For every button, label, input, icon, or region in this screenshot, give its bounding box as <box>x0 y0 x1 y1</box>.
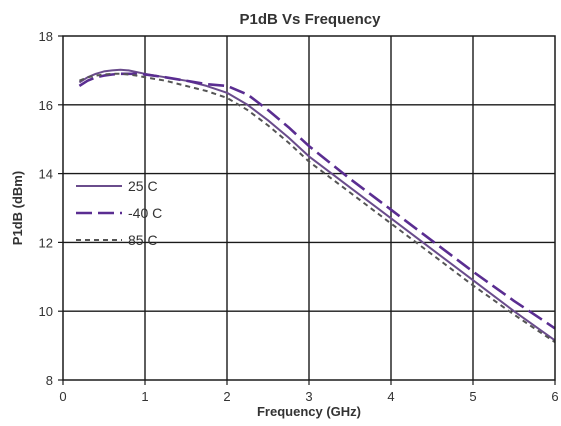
x-axis-label: Frequency (GHz) <box>257 404 361 419</box>
y-tick-label: 8 <box>46 373 53 388</box>
legend-label: -40 C <box>128 205 162 221</box>
y-tick-label: 12 <box>39 235 53 250</box>
x-tick-label: 2 <box>223 389 230 404</box>
series-line-85-c <box>79 72 556 344</box>
series-layer <box>78 68 556 344</box>
y-tick-label: 16 <box>39 98 53 113</box>
gridlines <box>63 36 555 380</box>
x-tick-label: 3 <box>305 389 312 404</box>
y-tick-label: 18 <box>39 29 53 44</box>
x-tick-label: 1 <box>141 389 148 404</box>
x-tick-label: 5 <box>469 389 476 404</box>
x-tick-label: 4 <box>387 389 394 404</box>
y-tick-label: 14 <box>39 167 53 182</box>
series-line-25-c <box>78 68 556 342</box>
legend: 25 C -40 C 85 C <box>76 178 162 248</box>
legend-label: 25 C <box>128 178 158 194</box>
legend-label: 85 C <box>128 232 158 248</box>
y-tick-label: 10 <box>39 304 53 319</box>
x-tick-label: 0 <box>59 389 66 404</box>
chart-title: P1dB Vs Frequency <box>240 11 382 28</box>
x-tick-label: 6 <box>551 389 558 404</box>
y-axis-label: P1dB (dBm) <box>10 171 25 245</box>
